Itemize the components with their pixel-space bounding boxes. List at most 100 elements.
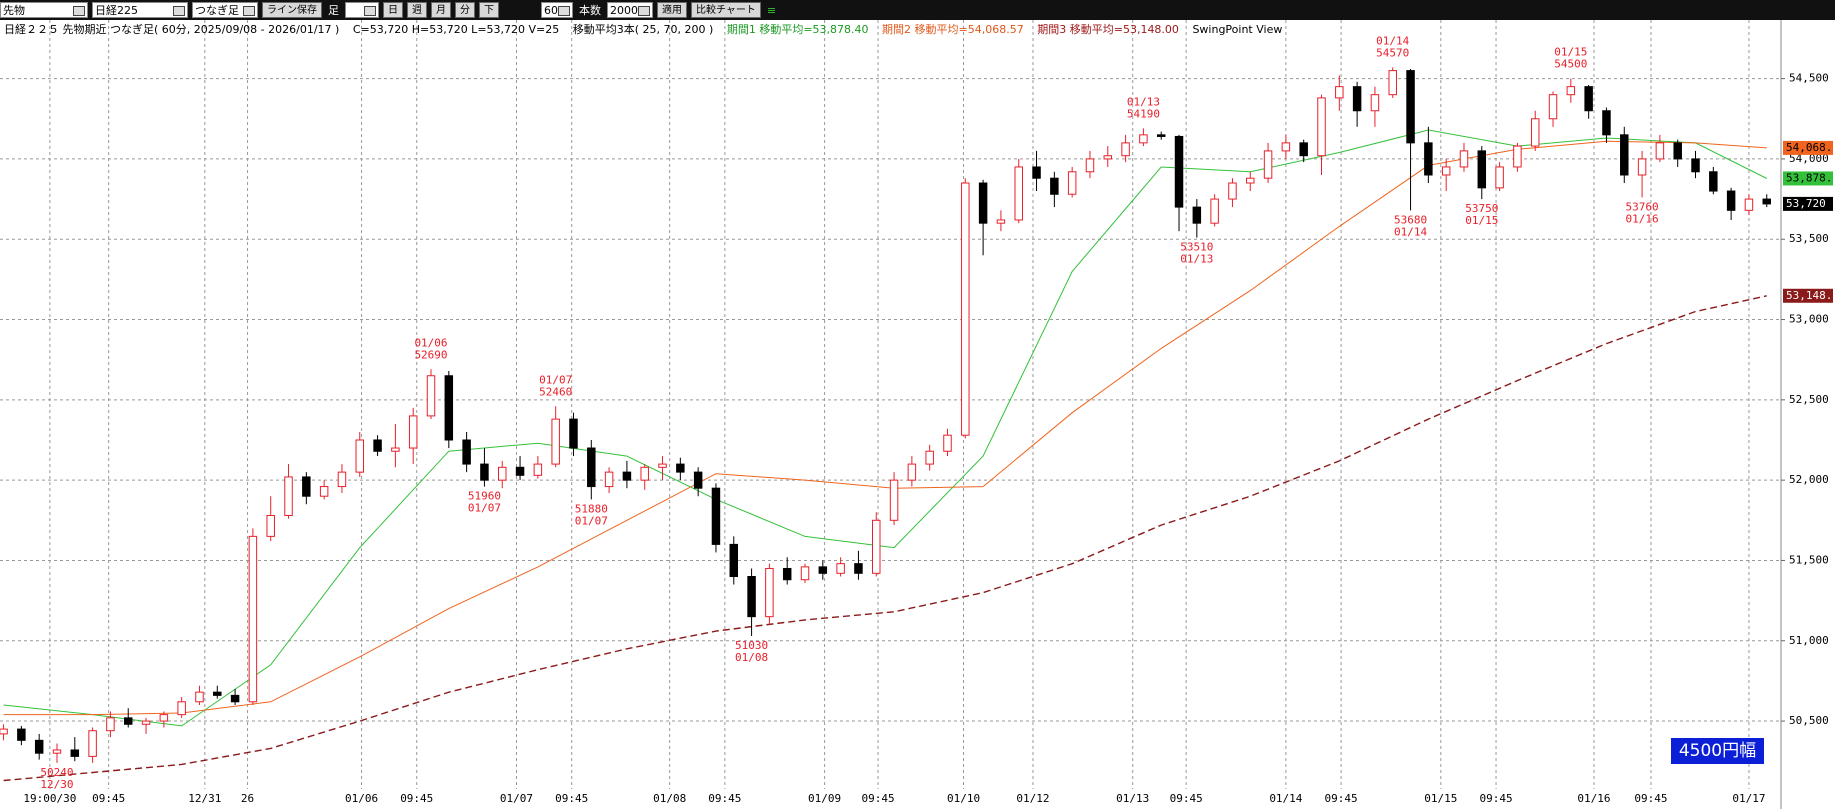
x-tick-label: 01/09: [808, 792, 841, 805]
x-tick-label: 09:45: [1325, 792, 1358, 805]
swing-date: 01/07: [575, 514, 608, 527]
x-tick-label: 01/06: [345, 792, 378, 805]
swing-date: 01/15: [1465, 214, 1498, 227]
period-down[interactable]: 下: [479, 2, 499, 18]
market-select[interactable]: 先物: [0, 2, 88, 18]
candle-body: [1050, 177, 1059, 195]
candle-body: [1744, 198, 1754, 211]
count-input[interactable]: 2000: [607, 2, 653, 18]
swing-date: 01/08: [735, 651, 768, 664]
candle-body: [408, 415, 418, 449]
candle-body: [52, 749, 62, 754]
moving-average-line: [3, 129, 1768, 727]
count-label: 本数: [579, 4, 601, 17]
period-week[interactable]: 週: [407, 2, 427, 18]
candle-body: [302, 476, 311, 497]
candle-body: [818, 566, 828, 574]
bar-type-select[interactable]: つなぎ足: [192, 2, 258, 18]
y-tick-label: 50,500: [1789, 714, 1829, 727]
compare-button[interactable]: 比較チャート: [691, 2, 761, 18]
candle-body: [1459, 150, 1469, 168]
candle-body: [872, 519, 881, 574]
swing-date: 01/07: [539, 373, 572, 386]
candle-body: [1691, 158, 1700, 173]
save-button[interactable]: ライン保存: [262, 2, 322, 18]
x-tick-label: 09:45: [1479, 792, 1512, 805]
candle-body: [426, 375, 436, 417]
x-tick-label: 09:45: [400, 792, 433, 805]
candle-body: [907, 463, 917, 481]
candle-body: [711, 487, 721, 545]
ma2-text: 期間2 移動平均=54,068.57: [882, 23, 1024, 36]
candle-body: [1762, 198, 1771, 205]
swing-date: 01/13: [1180, 253, 1213, 266]
x-tick-label: 19:00/30: [23, 792, 76, 805]
candle-body: [355, 439, 365, 473]
swing-price: 51960: [468, 490, 501, 503]
view-text: SwingPoint View: [1192, 23, 1283, 36]
candle-body: [533, 463, 543, 476]
candle-body: [551, 418, 560, 465]
candle-body: [693, 471, 703, 489]
candle-body: [70, 749, 80, 757]
candle-body: [159, 714, 169, 722]
x-tick-label: 09:45: [861, 792, 894, 805]
swing-date: 01/06: [414, 336, 447, 349]
candle-body: [177, 701, 186, 716]
candle-body: [1566, 86, 1576, 96]
x-tick-label: 01/13: [1116, 792, 1149, 805]
candle-body: [1156, 134, 1166, 137]
symbol-select[interactable]: 日経225: [92, 2, 188, 18]
candle-body: [1530, 118, 1540, 147]
candle-body: [1602, 110, 1611, 136]
period-month[interactable]: 月: [431, 2, 451, 18]
candle-body: [1121, 142, 1130, 157]
candle-body: [1726, 190, 1736, 211]
period-day[interactable]: 日: [383, 2, 403, 18]
candle-body: [480, 463, 489, 481]
candle-body: [836, 563, 845, 574]
swing-price: 53760: [1626, 200, 1659, 213]
candle-body: [230, 694, 240, 703]
candle-body: [391, 447, 400, 452]
y-tick-label: 52,000: [1789, 473, 1829, 486]
ma-last-box: [1783, 288, 1833, 303]
period-minute[interactable]: 分: [455, 2, 475, 18]
candle-body: [1281, 142, 1291, 152]
candle-body: [676, 463, 685, 473]
candle-body: [498, 466, 507, 481]
candle-body: [1370, 94, 1380, 112]
swing-price: 53750: [1465, 202, 1498, 215]
x-tick-label: 12/31: [188, 792, 221, 805]
candle-body: [319, 486, 329, 497]
candle-body: [1228, 182, 1237, 200]
candle-body: [248, 535, 258, 703]
ohlcv: C=53,720 H=53,720 L=53,720 V=25: [352, 23, 560, 36]
candle-body: [569, 418, 578, 449]
swing-price: 53680: [1394, 213, 1427, 226]
swing-price: 52460: [539, 385, 572, 398]
swing-date: 01/15: [1554, 46, 1587, 59]
minutes-input[interactable]: 60: [541, 2, 573, 18]
x-tick-label: 09:45: [1634, 792, 1667, 805]
candle-body: [1317, 97, 1326, 157]
x-tick-label: 01/10: [947, 792, 980, 805]
candle-body: [1513, 145, 1522, 168]
candle-body: [889, 479, 899, 521]
ma-last-label: 53,878.: [1786, 171, 1832, 184]
x-tick-label: 01/15: [1424, 792, 1457, 805]
candle-body: [1620, 134, 1629, 176]
candle-body: [1495, 166, 1504, 189]
ashi-input[interactable]: [345, 2, 379, 18]
candle-body: [1032, 166, 1041, 179]
toolbar: 先物 日経225 つなぎ足 ライン保存 足 日 週 月 分 下 60 本数 20…: [0, 0, 1835, 20]
candle-body: [106, 717, 115, 732]
apply-button[interactable]: 適用: [657, 2, 687, 18]
candle-body: [284, 476, 293, 516]
y-tick-label: 52,500: [1789, 393, 1829, 406]
candle-body: [1014, 166, 1023, 221]
candle-body: [266, 514, 275, 537]
swing-price: 52690: [414, 348, 447, 361]
chart-icon[interactable]: ≡: [766, 3, 777, 17]
